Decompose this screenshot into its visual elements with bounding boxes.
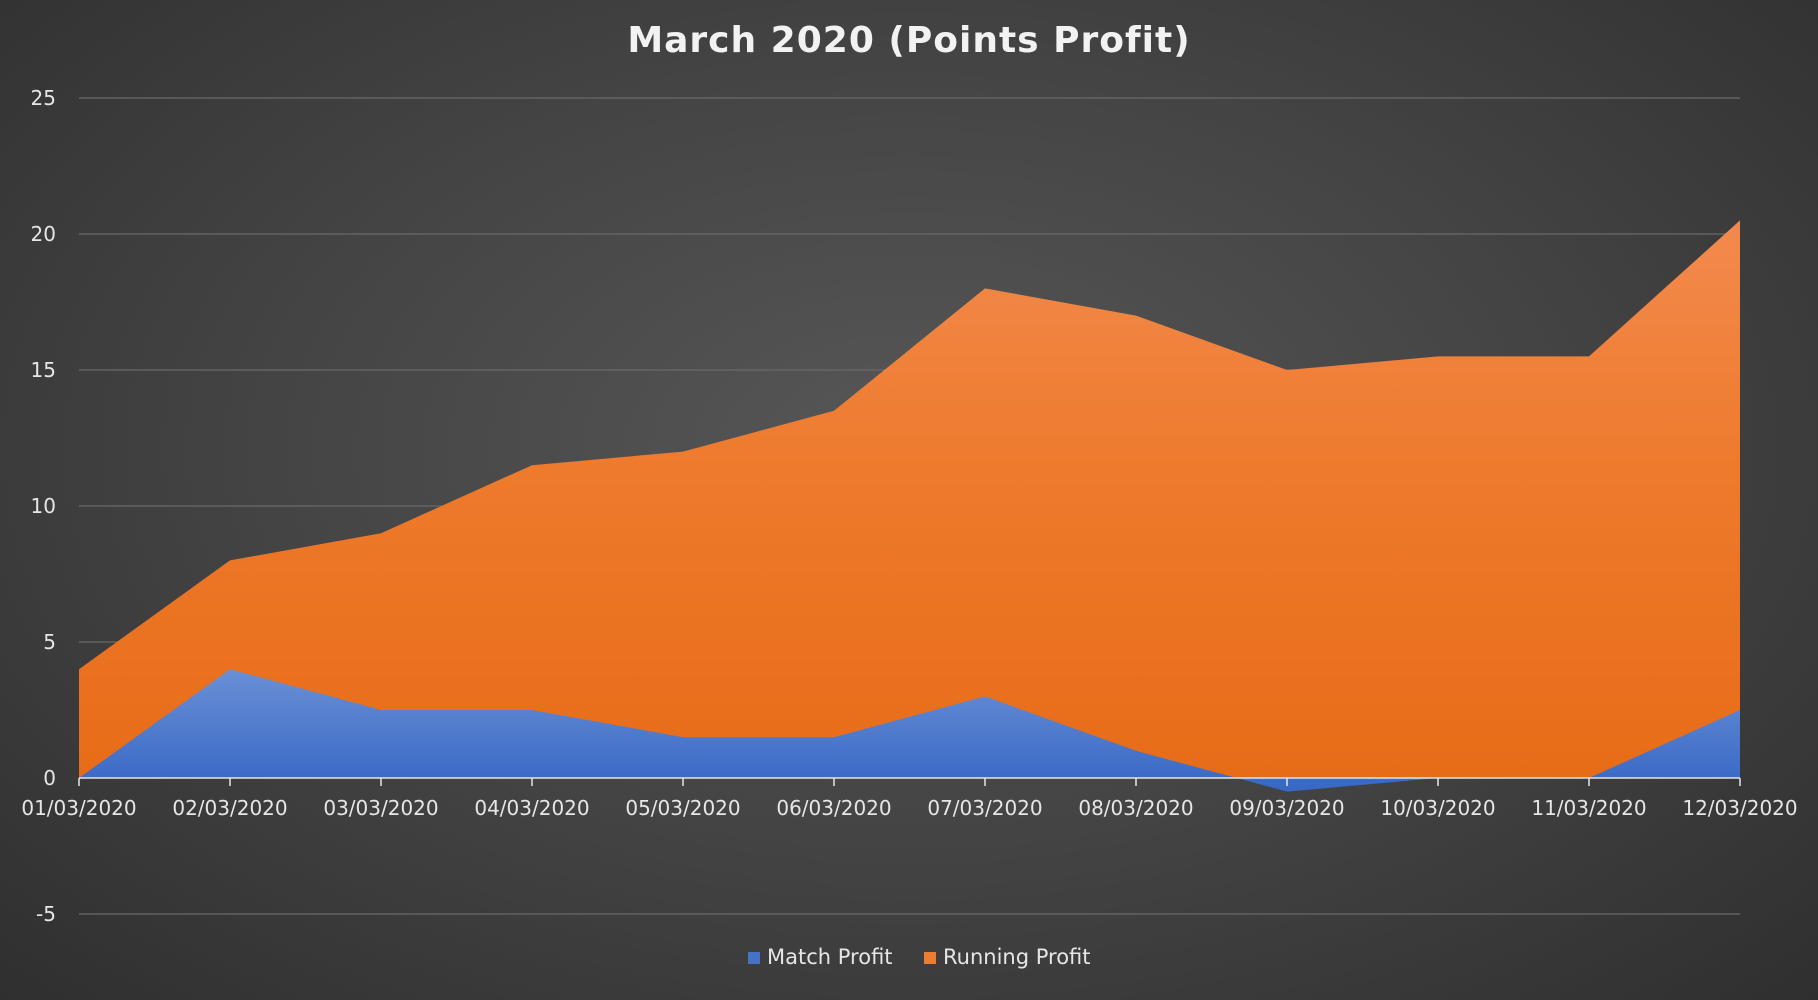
x-tick-label: 05/03/2020 bbox=[625, 796, 740, 820]
y-tick-label: 15 bbox=[31, 358, 56, 382]
x-tick-label: 07/03/2020 bbox=[927, 796, 1042, 820]
legend-label: Running Profit bbox=[943, 945, 1091, 969]
x-tick-label: 02/03/2020 bbox=[172, 796, 287, 820]
legend-label: Match Profit bbox=[767, 945, 893, 969]
x-axis bbox=[78, 777, 1741, 786]
x-axis-tick-labels: 01/03/2020 02/03/2020 03/03/2020 04/03/2020… bbox=[21, 796, 1797, 820]
area-match-profit bbox=[79, 669, 1740, 792]
x-tick-label: 04/03/2020 bbox=[474, 796, 589, 820]
series-areas bbox=[79, 220, 1740, 792]
y-tick-label: 10 bbox=[31, 494, 56, 518]
x-tick-label: 09/03/2020 bbox=[1229, 796, 1344, 820]
x-tick-label: 01/03/2020 bbox=[21, 796, 136, 820]
y-tick-label: 20 bbox=[31, 222, 56, 246]
x-tick-label: 12/03/2020 bbox=[1682, 796, 1797, 820]
y-tick-label: 25 bbox=[31, 86, 56, 110]
x-tick-label: 08/03/2020 bbox=[1078, 796, 1193, 820]
y-tick-label: 0 bbox=[43, 766, 56, 790]
x-tick-label: 10/03/2020 bbox=[1380, 796, 1495, 820]
y-tick-label: -5 bbox=[36, 902, 56, 926]
legend: Match Profit Running Profit bbox=[748, 945, 1091, 969]
x-tick-label: 06/03/2020 bbox=[776, 796, 891, 820]
x-tick-label: 03/03/2020 bbox=[323, 796, 438, 820]
legend-swatch bbox=[748, 952, 760, 964]
y-axis-tick-labels: -5 0 5 10 15 20 25 bbox=[31, 86, 56, 926]
area-running-profit bbox=[79, 220, 1740, 778]
x-tick-label: 11/03/2020 bbox=[1531, 796, 1646, 820]
legend-swatch bbox=[924, 952, 936, 964]
chart-title: March 2020 (Points Profit) bbox=[627, 20, 1190, 61]
y-tick-label: 5 bbox=[43, 630, 56, 654]
